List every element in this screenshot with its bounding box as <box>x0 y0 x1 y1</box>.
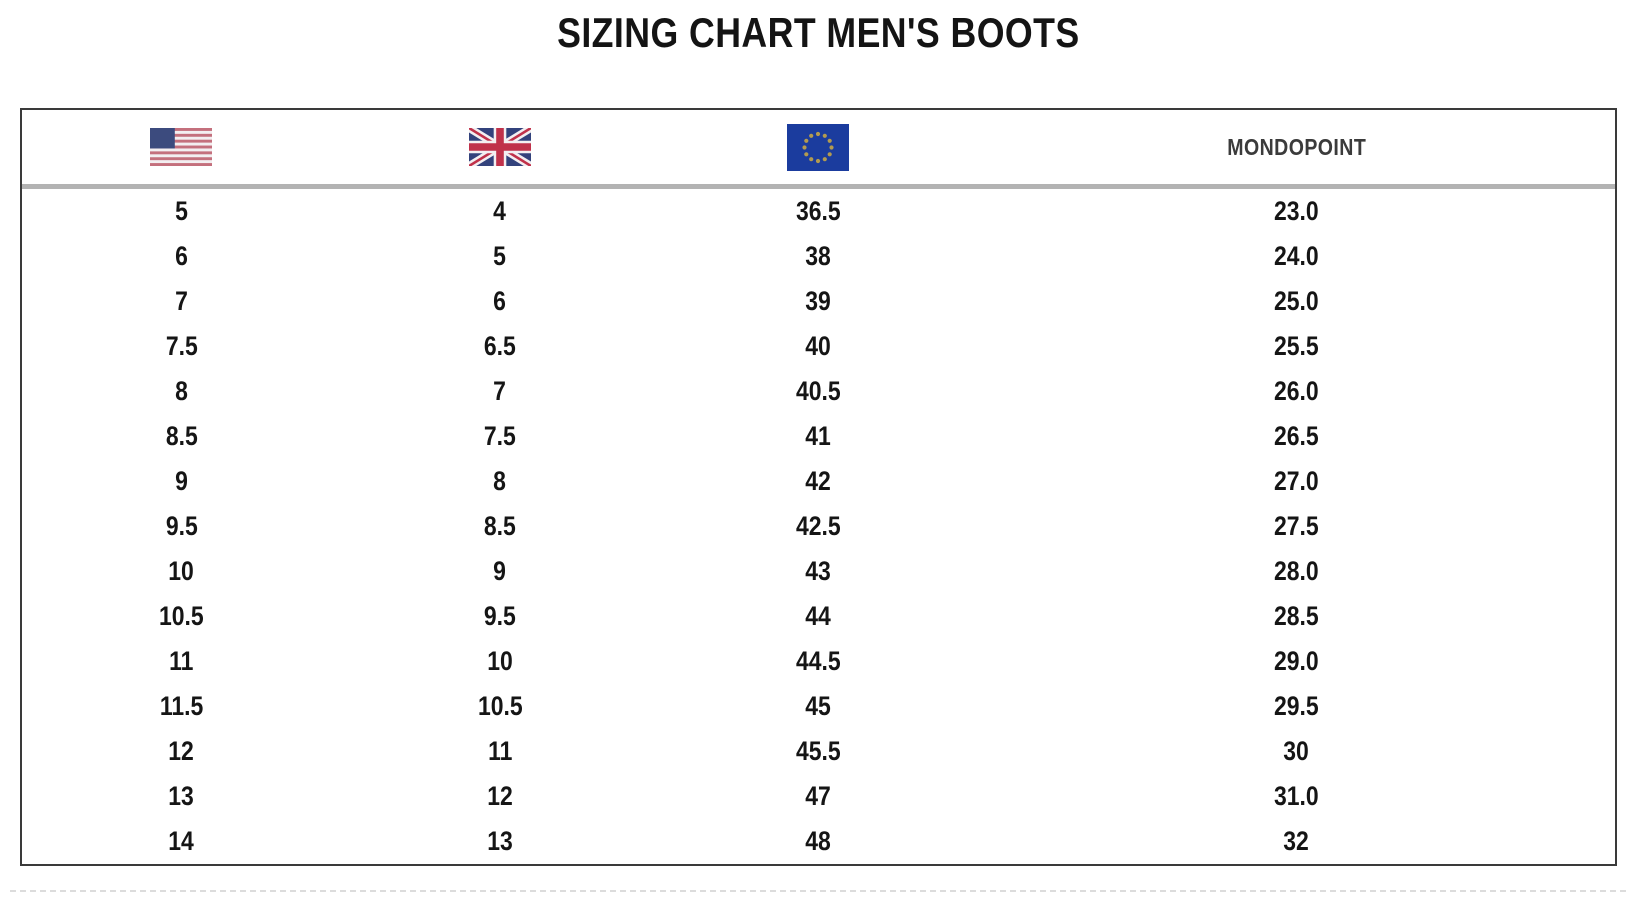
table-row: 11 10 44.5 29.0 <box>22 639 1615 684</box>
table-row: 14 13 48 32 <box>22 819 1615 864</box>
table-row: 9.5 8.5 42.5 27.5 <box>22 504 1615 549</box>
size-value: 13 <box>168 781 195 811</box>
size-value: 8 <box>174 376 188 406</box>
table-row: 13 12 47 31.0 <box>22 774 1615 819</box>
size-value: 43 <box>805 556 832 586</box>
eu-flag-icon <box>787 123 850 171</box>
size-value: 36.5 <box>796 196 841 226</box>
size-value: 32 <box>1283 826 1310 856</box>
size-value: 45 <box>805 691 832 721</box>
size-value: 8 <box>493 466 507 496</box>
size-value: 27.5 <box>1274 511 1319 541</box>
size-value: 23.0 <box>1274 196 1319 226</box>
size-value: 14 <box>168 826 195 856</box>
size-value: 6 <box>493 286 507 316</box>
size-value: 29.0 <box>1274 646 1319 676</box>
size-value: 7 <box>174 286 188 316</box>
size-value: 28.0 <box>1274 556 1319 586</box>
size-value: 38 <box>805 241 832 271</box>
table-row: 12 11 45.5 30 <box>22 729 1615 774</box>
size-value: 47 <box>805 781 832 811</box>
size-value: 12 <box>168 736 195 766</box>
size-value: 10.5 <box>477 691 523 721</box>
size-value: 9.5 <box>483 601 516 631</box>
table-row: 10.5 9.5 44 28.5 <box>22 594 1615 639</box>
header-cell-eu <box>787 123 850 171</box>
bottom-dashed-divider <box>10 890 1626 892</box>
size-value: 42.5 <box>796 511 841 541</box>
table-row: 6 5 38 24.0 <box>22 234 1615 279</box>
page-title: SIZING CHART MEN'S BOOTS <box>0 8 1636 58</box>
size-value: 26.5 <box>1274 421 1319 451</box>
size-value: 41 <box>805 421 832 451</box>
size-value: 31.0 <box>1274 781 1319 811</box>
table-row: 8.5 7.5 41 26.5 <box>22 414 1615 459</box>
table-row: 7.5 6.5 40 25.5 <box>22 324 1615 369</box>
size-value: 4 <box>493 196 507 226</box>
size-value: 7.5 <box>165 331 198 361</box>
size-value: 9 <box>174 466 188 496</box>
size-value: 39 <box>805 286 832 316</box>
size-value: 29.5 <box>1274 691 1319 721</box>
page-title-text: SIZING CHART MEN'S BOOTS <box>556 9 1080 56</box>
size-value: 25.5 <box>1274 331 1319 361</box>
header-cell-us <box>150 128 213 166</box>
size-rows: 5 4 36.5 23.0 6 5 38 24.0 7 6 39 25.0 7.5 6.5 40 25.5 8 7… <box>22 189 1615 864</box>
size-value: 48 <box>805 826 832 856</box>
size-value: 44.5 <box>796 646 841 676</box>
size-value: 6 <box>174 241 188 271</box>
header-cell-mondopoint: MONDOPOINT <box>1215 134 1378 161</box>
size-value: 11 <box>487 736 513 766</box>
size-value: 6.5 <box>483 331 516 361</box>
size-value: 44 <box>805 601 832 631</box>
size-value: 12 <box>487 781 513 811</box>
table-row: 11.5 10.5 45 29.5 <box>22 684 1615 729</box>
size-value: 11.5 <box>159 691 203 721</box>
size-value: 5 <box>493 241 507 271</box>
sizing-table: MONDOPOINT 5 4 36.5 23.0 6 5 38 24.0 7 6 39 25.0 7.5… <box>20 108 1617 866</box>
table-row: 7 6 39 25.0 <box>22 279 1615 324</box>
size-value: 5 <box>174 196 188 226</box>
size-value: 9 <box>493 556 507 586</box>
table-header: MONDOPOINT <box>22 110 1615 189</box>
size-value: 7 <box>493 376 507 406</box>
size-value: 26.0 <box>1274 376 1319 406</box>
size-value: 11 <box>169 646 194 676</box>
size-value: 8.5 <box>483 511 516 541</box>
size-value: 10 <box>487 646 513 676</box>
table-row: 9 8 42 27.0 <box>22 459 1615 504</box>
size-value: 40 <box>805 331 832 361</box>
size-value: 30 <box>1283 736 1310 766</box>
size-value: 40.5 <box>796 376 841 406</box>
size-value: 24.0 <box>1274 241 1319 271</box>
mondopoint-header-label: MONDOPOINT <box>1226 133 1366 160</box>
size-value: 9.5 <box>165 511 198 541</box>
size-value: 8.5 <box>165 421 198 451</box>
table-row: 10 9 43 28.0 <box>22 549 1615 594</box>
size-value: 42 <box>805 466 832 496</box>
uk-flag-icon <box>468 128 531 166</box>
table-row: 8 7 40.5 26.0 <box>22 369 1615 414</box>
size-value: 25.0 <box>1274 286 1319 316</box>
size-value: 27.0 <box>1274 466 1319 496</box>
size-value: 7.5 <box>483 421 516 451</box>
size-value: 10.5 <box>158 601 204 631</box>
size-value: 10 <box>168 556 195 586</box>
header-cell-uk <box>468 128 531 166</box>
table-row: 5 4 36.5 23.0 <box>22 189 1615 234</box>
size-value: 28.5 <box>1274 601 1319 631</box>
size-value: 45.5 <box>796 736 841 766</box>
us-flag-icon <box>150 128 213 166</box>
size-value: 13 <box>487 826 513 856</box>
